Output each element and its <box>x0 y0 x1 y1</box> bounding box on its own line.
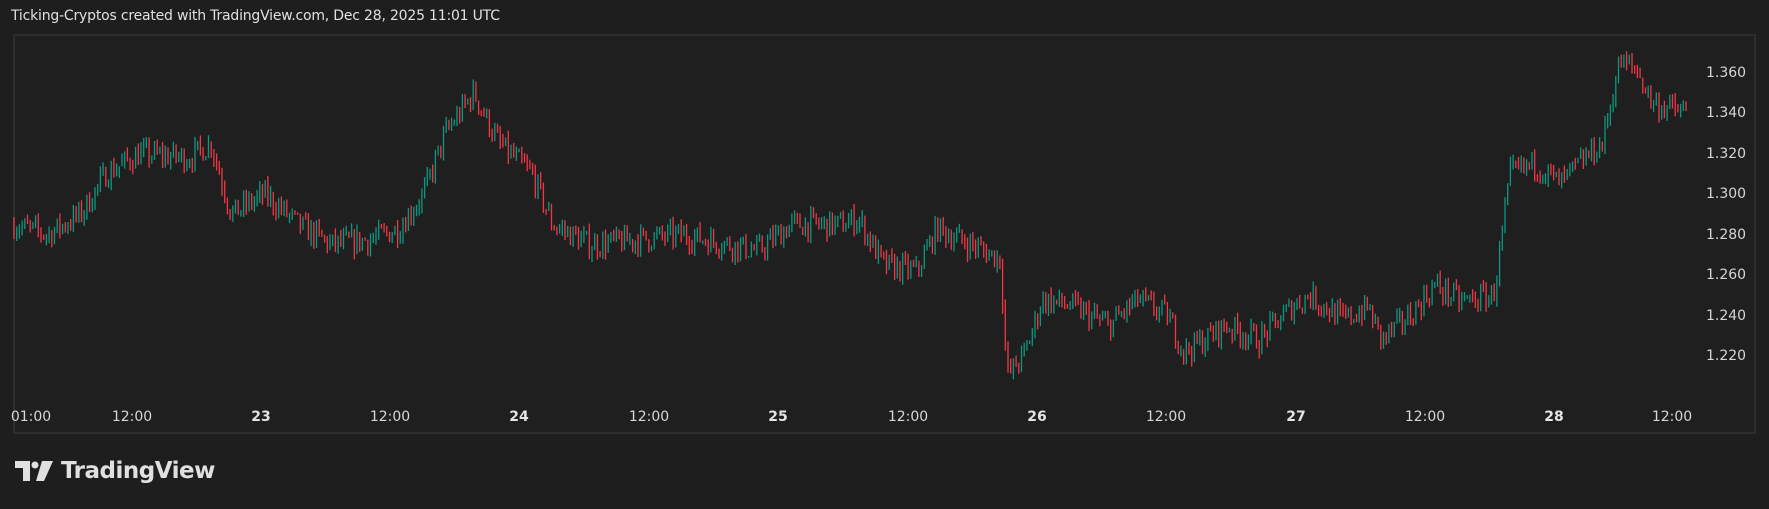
price-label: 1.300 <box>1706 186 1747 202</box>
price-label: 1.260 <box>1706 267 1747 283</box>
time-label-day: 24 <box>509 409 529 425</box>
tradingview-logo-icon <box>15 461 53 481</box>
time-label: 12:00 <box>111 409 153 425</box>
time-label: 12:00 <box>1145 409 1187 425</box>
time-label-day: 28 <box>1544 409 1564 425</box>
time-label: 12:00 <box>1404 409 1446 425</box>
chart-panel[interactable] <box>13 34 1756 434</box>
time-label: 12:00 <box>887 409 929 425</box>
time-label: 12:00 <box>369 409 411 425</box>
price-label: 1.360 <box>1706 65 1747 81</box>
time-label: 12:00 <box>1651 409 1693 425</box>
price-label: 1.220 <box>1706 348 1747 364</box>
time-label-day: 23 <box>251 409 271 425</box>
price-label: 1.340 <box>1706 105 1747 121</box>
time-label: 01:00 <box>10 409 52 425</box>
tradingview-logo[interactable]: TradingView <box>15 458 215 484</box>
price-label: 1.240 <box>1706 308 1747 324</box>
time-label-day: 26 <box>1027 409 1047 425</box>
price-label: 1.280 <box>1706 227 1747 243</box>
chart-attribution: Ticking-Cryptos created with TradingView… <box>11 8 500 24</box>
time-label-day: 25 <box>768 409 788 425</box>
time-label-day: 27 <box>1286 409 1306 425</box>
price-label: 1.320 <box>1706 146 1747 162</box>
tradingview-wordmark: TradingView <box>61 458 215 484</box>
time-label: 12:00 <box>628 409 670 425</box>
